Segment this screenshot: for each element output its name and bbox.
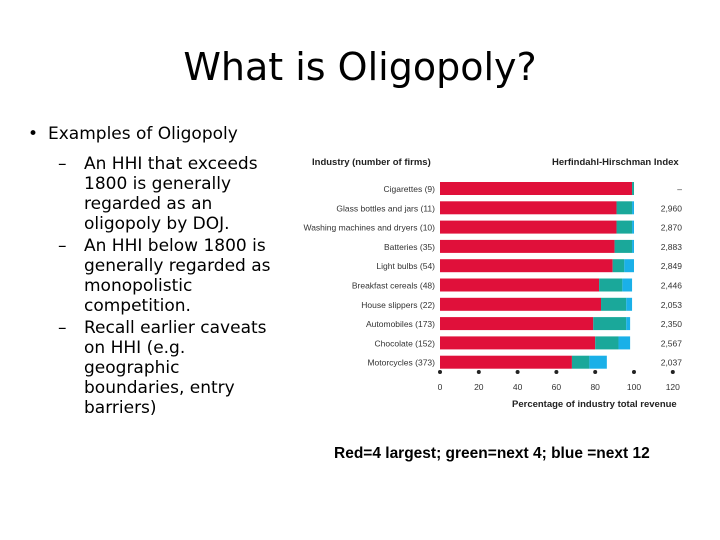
bar-segment-red: [440, 239, 615, 253]
x-tick-dot: [670, 370, 675, 374]
category-label: Washing machines and dryers (10): [304, 223, 436, 233]
x-axis-label: Percentage of industry total revenue: [512, 399, 677, 410]
bar-segment-red: [440, 201, 617, 215]
category-label: Motorcycles (373): [367, 358, 435, 368]
bar-segment-green: [616, 220, 633, 234]
x-tick-dot: [476, 370, 481, 374]
sub-bullet-hhi-below: An HHI below 1800 is generally regarded …: [28, 236, 278, 316]
hhi-value: 2,350: [661, 319, 683, 329]
bar-segment-red: [440, 336, 596, 350]
hhi-value: 2,960: [661, 203, 683, 213]
x-tick-dot: [438, 370, 442, 374]
x-tick-dot: [632, 370, 636, 374]
x-tick-dot: [515, 370, 520, 374]
bar-segment-green: [571, 355, 590, 369]
bar-segment-red: [440, 278, 600, 292]
bar-segment-red: [440, 317, 594, 331]
chart-right-header: Herfindahl-Hirschman Index: [552, 157, 679, 168]
x-tick-label: 20: [474, 382, 484, 392]
bar-segment-green: [612, 259, 625, 273]
bar-segment-green: [614, 239, 633, 253]
bar-segment-blue: [626, 297, 633, 311]
hhi-value: 2,446: [661, 281, 683, 291]
chart-left-header: Industry (number of firms): [312, 157, 431, 168]
bar-segment-blue: [618, 336, 631, 350]
x-tick-label: 120: [666, 382, 680, 392]
hhi-value: 2,053: [661, 300, 683, 310]
bar-segment-blue: [622, 278, 633, 292]
x-tick-label: 80: [590, 382, 600, 392]
category-label: House slippers (22): [361, 300, 435, 310]
bar-segment-green: [593, 317, 627, 331]
hhi-value: 2,849: [661, 261, 683, 271]
category-label: Automobiles (173): [366, 319, 435, 329]
x-tick-dot: [554, 370, 559, 374]
category-label: Batteries (35): [384, 242, 435, 252]
bar-segment-red: [440, 259, 613, 273]
hhi-value: 2,883: [661, 242, 683, 252]
x-tick-label: 60: [552, 382, 562, 392]
hhi-value: –: [677, 184, 682, 194]
bar-segment-blue: [624, 259, 634, 273]
bullet-list: Examples of Oligopoly An HHI that exceed…: [28, 124, 278, 420]
bullet-main: Examples of Oligopoly: [28, 124, 278, 144]
hhi-value: 2,567: [661, 338, 683, 348]
hhi-value: 2,037: [661, 358, 683, 368]
bar-segment-blue: [632, 239, 634, 253]
bar-segment-blue: [632, 201, 634, 215]
bar-segment-blue: [632, 220, 634, 234]
bar-segment-green: [599, 278, 623, 292]
category-label: Breakfast cereals (48): [352, 281, 435, 291]
bar-segment-blue: [626, 317, 631, 331]
bar-segment-green: [632, 182, 634, 195]
slide-title: What is Oligopoly?: [183, 45, 537, 89]
hhi-value: 2,870: [661, 223, 683, 233]
x-tick-dot: [593, 370, 598, 374]
bar-segment-red: [440, 355, 572, 369]
x-tick-label: 0: [438, 382, 443, 392]
bar-segment-blue: [589, 355, 607, 369]
bar-segment-green: [601, 297, 627, 311]
category-label: Light bulbs (54): [376, 261, 435, 271]
bar-segment-green: [616, 201, 633, 215]
sub-bullet-hhi-above: An HHI that exceeds 1800 is generally re…: [28, 154, 278, 234]
bar-segment-red: [440, 297, 602, 311]
x-tick-label: 40: [513, 382, 523, 392]
sub-bullet-caveats: Recall earlier caveats on HHI (e.g. geog…: [28, 318, 278, 418]
bar-segment-red: [440, 220, 617, 234]
category-label: Cigarettes (9): [384, 184, 436, 194]
hhi-bar-chart: Industry (number of firms) Herfindahl-Hi…: [304, 157, 683, 410]
color-caption: Red=4 largest; green=next 4; blue =next …: [334, 445, 650, 462]
category-label: Chocolate (152): [375, 338, 436, 348]
x-tick-label: 100: [627, 382, 641, 392]
category-label: Glass bottles and jars (11): [336, 203, 435, 213]
bar-segment-red: [440, 182, 633, 195]
bar-segment-green: [595, 336, 619, 350]
